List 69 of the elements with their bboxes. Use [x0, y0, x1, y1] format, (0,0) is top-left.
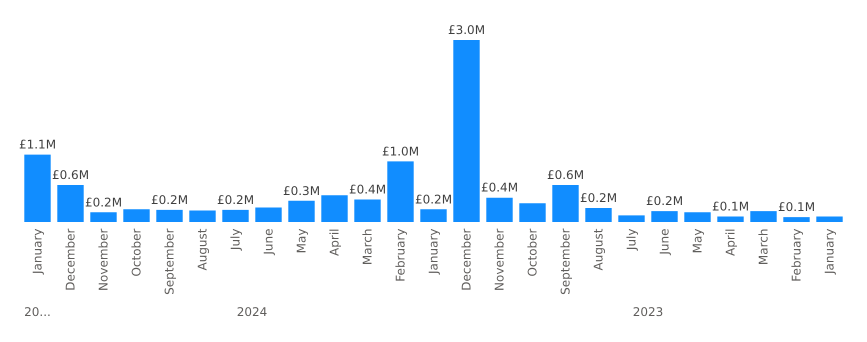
- x-tick-label: September: [162, 228, 176, 295]
- data-label: £0.1M: [778, 200, 816, 214]
- data-label: £1.0M: [382, 144, 420, 158]
- bar: [618, 215, 645, 222]
- bar: [717, 216, 744, 222]
- x-tick-label: March: [756, 228, 770, 266]
- data-label: £0.2M: [216, 192, 254, 207]
- x-tick-label: February: [790, 228, 804, 282]
- data-label: £0.6M: [546, 168, 584, 182]
- x-tick-label: July: [624, 228, 638, 252]
- bar: [156, 210, 183, 222]
- bar: [420, 209, 447, 222]
- bar: [453, 40, 480, 222]
- x-tick-label: March: [360, 228, 374, 266]
- data-label: £0.4M: [348, 182, 386, 197]
- x-tick-label: July: [228, 228, 242, 252]
- x-tick-label: May: [294, 228, 308, 254]
- bar: [90, 212, 117, 222]
- bar: [486, 198, 513, 222]
- bar: [288, 200, 315, 222]
- x-tick-label: May: [690, 228, 704, 254]
- bar: [354, 200, 381, 222]
- bar: [519, 203, 546, 222]
- x-tick-label: November: [96, 228, 110, 291]
- text: 20...: [24, 305, 51, 319]
- bar: [552, 184, 579, 222]
- x-tick-label: June: [658, 228, 672, 256]
- x-tick-label: October: [526, 228, 540, 277]
- x-tick-label: April: [724, 228, 738, 256]
- bar: [189, 210, 216, 222]
- data-label: £0.3M: [282, 184, 320, 198]
- bar: [783, 217, 810, 222]
- x-tick-label: November: [492, 228, 506, 291]
- data-label: £0.2M: [150, 192, 188, 207]
- data-label: £0.2M: [646, 194, 684, 208]
- data-label: £0.4M: [480, 180, 518, 195]
- x-tick-label: January: [822, 228, 836, 275]
- bar: [222, 210, 249, 222]
- x-tick-label: February: [394, 228, 408, 282]
- text: 2024: [236, 305, 268, 319]
- data-label: £1.1M: [18, 138, 56, 152]
- data-label: £0.2M: [84, 195, 122, 210]
- bar: [255, 207, 282, 222]
- text: 2023: [632, 305, 664, 319]
- data-label: £0.6M: [52, 168, 90, 182]
- bar: [24, 154, 51, 222]
- data-label: £0.2M: [580, 191, 618, 206]
- data-label: £3.0M: [448, 23, 486, 37]
- bar: [321, 195, 348, 222]
- x-tick-label: January: [30, 228, 44, 275]
- bar: [684, 212, 711, 222]
- x-tick-label: December: [460, 228, 474, 291]
- bar: [750, 211, 777, 222]
- x-tick-label: January: [426, 228, 440, 275]
- bar: [387, 161, 414, 222]
- bar: [585, 208, 612, 222]
- bar: [123, 209, 150, 222]
- bar: [57, 184, 84, 222]
- x-tick-label: June: [262, 228, 276, 256]
- x-tick-label: August: [196, 228, 210, 270]
- x-tick-label: April: [328, 228, 342, 256]
- x-tick-label: September: [558, 228, 572, 295]
- x-tick-label: December: [64, 228, 78, 291]
- x-tick-label: October: [130, 228, 144, 277]
- data-label: £0.2M: [414, 192, 452, 206]
- bar: [816, 216, 843, 222]
- bar: [651, 211, 678, 222]
- data-label: £0.1M: [712, 200, 750, 214]
- x-tick-label: August: [592, 228, 606, 270]
